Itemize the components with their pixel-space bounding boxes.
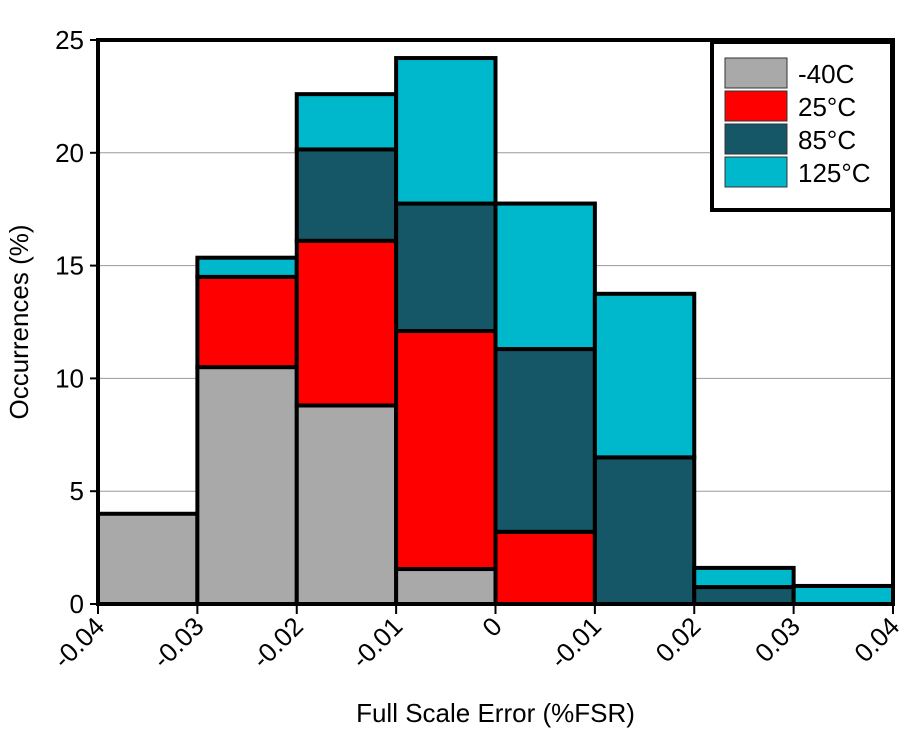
x-tick-label: 0.02 [649, 611, 706, 668]
y-tick-label: 15 [55, 251, 84, 281]
bar-segment [592, 455, 697, 606]
y-tick-label: 20 [55, 138, 84, 168]
bar-segment [592, 291, 697, 460]
x-tick-label: -0.02 [246, 611, 309, 674]
bar-segment [195, 365, 299, 606]
x-tick-label: 0.04 [848, 611, 901, 668]
x-tick-label: 0.03 [749, 611, 806, 668]
bar-segment [692, 565, 796, 590]
legend-label: 25°C [798, 92, 856, 122]
x-tick-label: 0 [476, 611, 507, 642]
y-ticks: 0 5 10 15 20 25 [55, 25, 98, 619]
bar-segment [692, 585, 796, 607]
bar-segment [394, 56, 498, 206]
bar-segment [493, 529, 597, 606]
legend-label: 85°C [798, 125, 856, 155]
legend-swatch [724, 156, 788, 188]
bar-segment [294, 403, 399, 606]
bar-segment [294, 147, 399, 243]
bar-segment [195, 255, 299, 279]
bar-segment [394, 201, 498, 334]
legend-label: -40C [798, 59, 854, 89]
bar-segment [791, 583, 895, 607]
legend-swatch [724, 90, 788, 122]
x-tick-label: -0.01 [544, 611, 607, 674]
bar-segment [195, 274, 299, 370]
y-tick-label: 25 [55, 25, 84, 55]
x-tick-label: -0.04 [47, 611, 110, 674]
legend-label: 125°C [798, 158, 871, 188]
x-ticks: -0.04 -0.03 -0.02 -0.01 0 -0.01 0.02 0.03 0.04 [47, 604, 901, 674]
bar-segment [394, 329, 498, 572]
y-axis-title: Occurrences (%) [4, 224, 34, 419]
bar-segment [493, 201, 597, 352]
x-tick-label: -0.01 [345, 611, 408, 674]
bar-segment [394, 567, 498, 606]
bar-segment [294, 238, 399, 408]
y-tick-label: 10 [55, 363, 84, 393]
y-tick-label: 0 [70, 589, 84, 619]
x-tick-label: -0.03 [146, 611, 209, 674]
bar-segment [294, 92, 399, 152]
x-axis-title: Full Scale Error (%FSR) [356, 698, 635, 728]
legend-swatch [724, 123, 788, 155]
y-tick-label: 5 [70, 476, 84, 506]
legend-swatch [724, 57, 788, 89]
bar-segment [493, 347, 597, 534]
bar-segment [96, 511, 200, 607]
